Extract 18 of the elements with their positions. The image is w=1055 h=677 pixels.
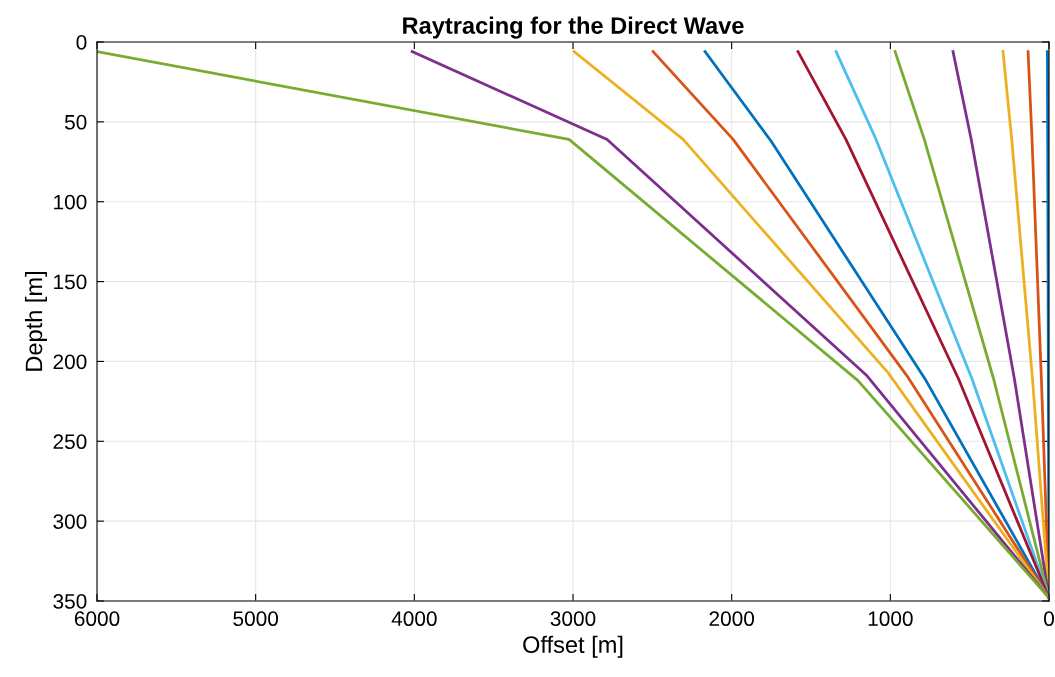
- x-tick-label: 3000: [550, 611, 596, 627]
- y-tick-label: 300: [53, 514, 87, 529]
- x-tick-label: 1000: [868, 611, 913, 627]
- y-tick-label: 0: [76, 35, 87, 50]
- x-axis-title: Offset [m]: [523, 635, 623, 658]
- x-tick-label: 4000: [391, 611, 437, 627]
- y-tick-label: 250: [53, 434, 87, 450]
- y-tick-label: 150: [54, 274, 87, 290]
- y-tick-label: 350: [53, 594, 87, 609]
- y-tick-label: 100: [54, 194, 87, 210]
- x-tick-label: 6000: [74, 611, 120, 627]
- x-tick-label: 5000: [233, 611, 279, 627]
- y-tick-label: 50: [64, 114, 87, 130]
- y-axis-title: Depth [m]: [24, 272, 47, 371]
- chart-title: Raytracing for the Direct Wave: [403, 16, 744, 39]
- x-tick-label: 0: [1044, 611, 1054, 627]
- y-tick-label: 200: [53, 354, 87, 370]
- x-tick-label: 2000: [709, 611, 755, 627]
